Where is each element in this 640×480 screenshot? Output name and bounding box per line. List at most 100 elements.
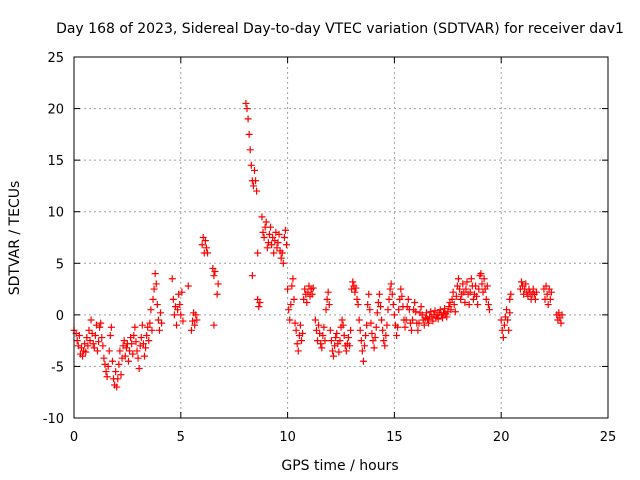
data-point: [147, 306, 155, 314]
data-point: [398, 292, 406, 300]
data-point: [102, 368, 110, 376]
data-point: [154, 316, 162, 324]
data-point: [211, 268, 219, 276]
data-point: [106, 331, 114, 339]
data-point: [418, 311, 426, 319]
data-point: [397, 285, 405, 293]
data-point: [133, 347, 141, 355]
data-point: [213, 290, 221, 298]
data-point: [531, 295, 539, 303]
data-point: [441, 305, 449, 313]
data-point: [152, 280, 160, 288]
data-point: [250, 166, 258, 174]
y-tick-label: 25: [47, 51, 64, 66]
data-point: [120, 337, 128, 345]
data-point: [115, 360, 123, 368]
data-point: [349, 278, 357, 286]
data-point: [351, 288, 359, 296]
data-point: [387, 280, 395, 288]
data-point: [184, 282, 192, 290]
data-point: [366, 306, 374, 314]
data-point: [297, 337, 305, 345]
data-point: [336, 337, 344, 345]
data-point: [128, 340, 136, 348]
data-point: [291, 319, 299, 327]
data-point: [104, 362, 112, 370]
data-point: [214, 280, 222, 288]
y-axis-label: SDTVAR / TECUs: [7, 181, 23, 296]
data-point: [414, 326, 422, 334]
data-point: [524, 292, 532, 300]
data-point: [259, 228, 267, 236]
data-point: [243, 105, 251, 113]
data-point: [288, 282, 296, 290]
data-point: [312, 326, 320, 334]
data-point: [168, 275, 176, 283]
data-point: [532, 288, 540, 296]
data-point: [401, 323, 409, 331]
data-point: [467, 275, 475, 283]
data-point: [114, 375, 122, 383]
data-point: [355, 316, 363, 324]
data-point: [117, 371, 125, 379]
data-point: [384, 306, 392, 314]
data-point: [365, 290, 373, 298]
data-point: [503, 306, 511, 314]
data-point: [466, 288, 474, 296]
data-point: [308, 290, 316, 298]
y-tick-label: -10: [43, 412, 64, 427]
data-point: [371, 334, 379, 342]
data-point: [143, 331, 151, 339]
data-point: [270, 249, 278, 257]
data-point: [130, 331, 138, 339]
data-point: [356, 326, 364, 334]
data-point: [268, 241, 276, 249]
data-point: [129, 350, 137, 358]
data-point: [374, 298, 382, 306]
data-point: [368, 329, 376, 337]
y-tick-label: 15: [47, 154, 64, 169]
x-tick-label: 15: [386, 430, 403, 445]
data-point: [149, 295, 157, 303]
data-point: [380, 337, 388, 345]
data-point: [256, 298, 264, 306]
data-point: [483, 282, 491, 290]
data-point: [275, 230, 283, 238]
plot-frame: [73, 56, 609, 419]
data-point: [450, 301, 458, 309]
data-point: [506, 309, 514, 317]
data-point: [463, 278, 471, 286]
data-point: [311, 316, 319, 324]
data-point: [98, 334, 106, 342]
data-point: [389, 301, 397, 309]
data-point: [367, 319, 375, 327]
data-point: [290, 295, 298, 303]
data-point: [359, 357, 367, 365]
data-point: [286, 316, 294, 324]
data-point: [404, 295, 412, 303]
data-point: [462, 285, 470, 293]
data-point: [85, 326, 93, 334]
data-point: [388, 290, 396, 298]
data-point: [151, 270, 159, 278]
data-point: [96, 323, 104, 331]
x-tick-label: 0: [70, 430, 78, 445]
data-point: [377, 303, 385, 311]
data-point: [178, 288, 186, 296]
data-point: [201, 237, 209, 245]
data-point: [176, 301, 184, 309]
chart-title: Day 168 of 2023, Sidereal Day-to-day VTE…: [56, 21, 624, 37]
data-point: [198, 241, 206, 249]
data-point: [287, 301, 295, 309]
data-point: [522, 280, 530, 288]
data-point: [429, 317, 437, 325]
data-point: [330, 352, 338, 360]
data-point: [116, 347, 124, 355]
data-point: [157, 309, 165, 317]
x-tick-label: 25: [600, 430, 617, 445]
data-point: [107, 323, 115, 331]
data-point: [294, 347, 302, 355]
x-axis-ticks: 0 5 10 15 20 25: [70, 57, 616, 445]
data-point: [395, 306, 403, 314]
data-point: [475, 285, 483, 293]
